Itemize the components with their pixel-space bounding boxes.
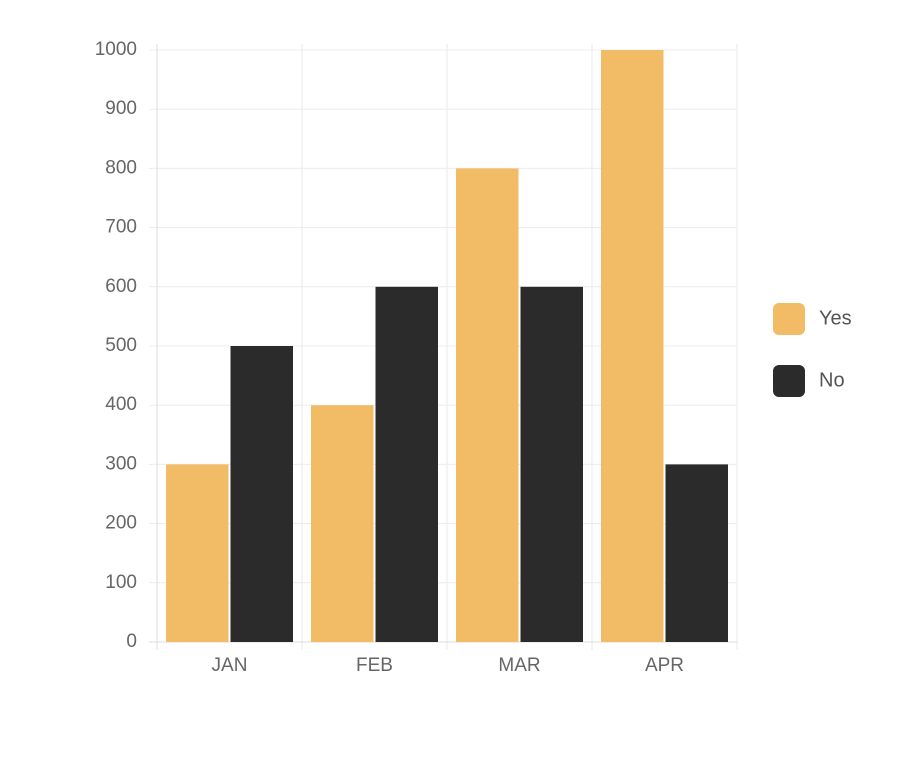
legend-label: Yes — [819, 307, 852, 329]
bar — [375, 286, 438, 642]
legend-swatch — [773, 365, 805, 397]
y-tick-label: 100 — [105, 572, 137, 593]
bar — [520, 286, 583, 642]
bar — [166, 464, 229, 642]
legend-swatch — [773, 303, 805, 335]
x-tick-label: JAN — [212, 655, 248, 676]
y-tick-label: 0 — [126, 631, 137, 652]
y-tick-label: 700 — [105, 217, 137, 238]
legend-label: No — [819, 369, 845, 391]
x-tick-label: FEB — [356, 655, 393, 676]
y-tick-label: 400 — [105, 394, 137, 415]
y-tick-label: 800 — [105, 157, 137, 178]
y-tick-label: 600 — [105, 276, 137, 297]
y-tick-label: 1000 — [95, 39, 137, 60]
bar — [665, 464, 728, 642]
bar — [230, 346, 293, 642]
x-tick-label: APR — [645, 655, 684, 676]
bar — [601, 50, 664, 642]
bar — [311, 405, 374, 642]
y-tick-label: 200 — [105, 513, 137, 534]
x-tick-label: MAR — [498, 655, 540, 676]
bar — [456, 168, 519, 642]
y-tick-label: 300 — [105, 453, 137, 474]
y-tick-label: 900 — [105, 98, 137, 119]
y-tick-label: 500 — [105, 335, 137, 356]
